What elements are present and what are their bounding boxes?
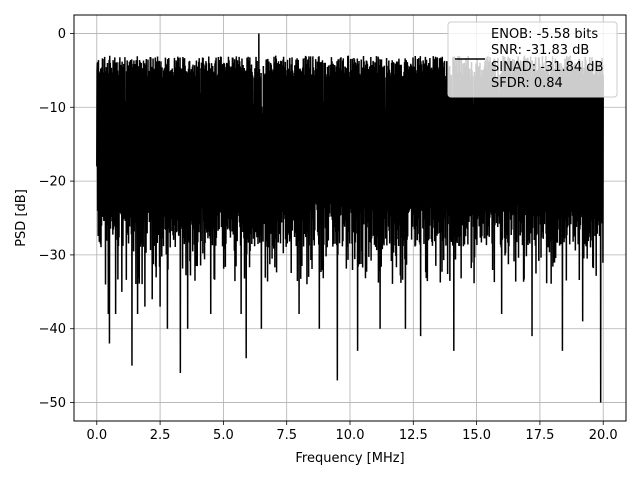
- y-tick-label: −10: [39, 101, 66, 116]
- x-tick-label: 7.5: [276, 428, 297, 443]
- x-axis-title: Frequency [MHz]: [295, 451, 404, 466]
- y-tick-label: 0: [58, 27, 66, 42]
- x-axis-ticks: 0.0 2.5 5.0 7.5 10.0 12.5 15.0 17.5 20.0: [86, 421, 618, 443]
- x-tick-label: 0.0: [86, 428, 107, 443]
- y-tick-label: −50: [39, 396, 66, 411]
- y-axis-ticks: 0 −10 −20 −30 −40 −50: [39, 27, 74, 411]
- y-tick-label: −40: [39, 322, 66, 337]
- x-tick-label: 10.0: [336, 428, 365, 443]
- legend-entry-sfdr: SFDR: 0.84: [491, 76, 563, 91]
- y-tick-label: −30: [39, 248, 66, 263]
- x-tick-label: 2.5: [150, 428, 171, 443]
- x-tick-label: 15.0: [462, 428, 491, 443]
- legend: ENOB: -5.58 bits SNR: -31.83 dB SINAD: -…: [447, 21, 618, 98]
- legend-entry-enob: ENOB: -5.58 bits: [491, 27, 598, 42]
- x-tick-label: 17.5: [525, 428, 554, 443]
- x-tick-label: 20.0: [589, 428, 618, 443]
- x-tick-label: 12.5: [399, 428, 428, 443]
- legend-entry-sinad: SINAD: -31.84 dB: [491, 60, 603, 75]
- legend-entry-snr: SNR: -31.83 dB: [491, 43, 589, 58]
- legend-box: [447, 21, 618, 98]
- y-axis-title: PSD [dB]: [14, 189, 29, 247]
- y-tick-label: −20: [39, 175, 66, 190]
- x-tick-label: 5.0: [213, 428, 234, 443]
